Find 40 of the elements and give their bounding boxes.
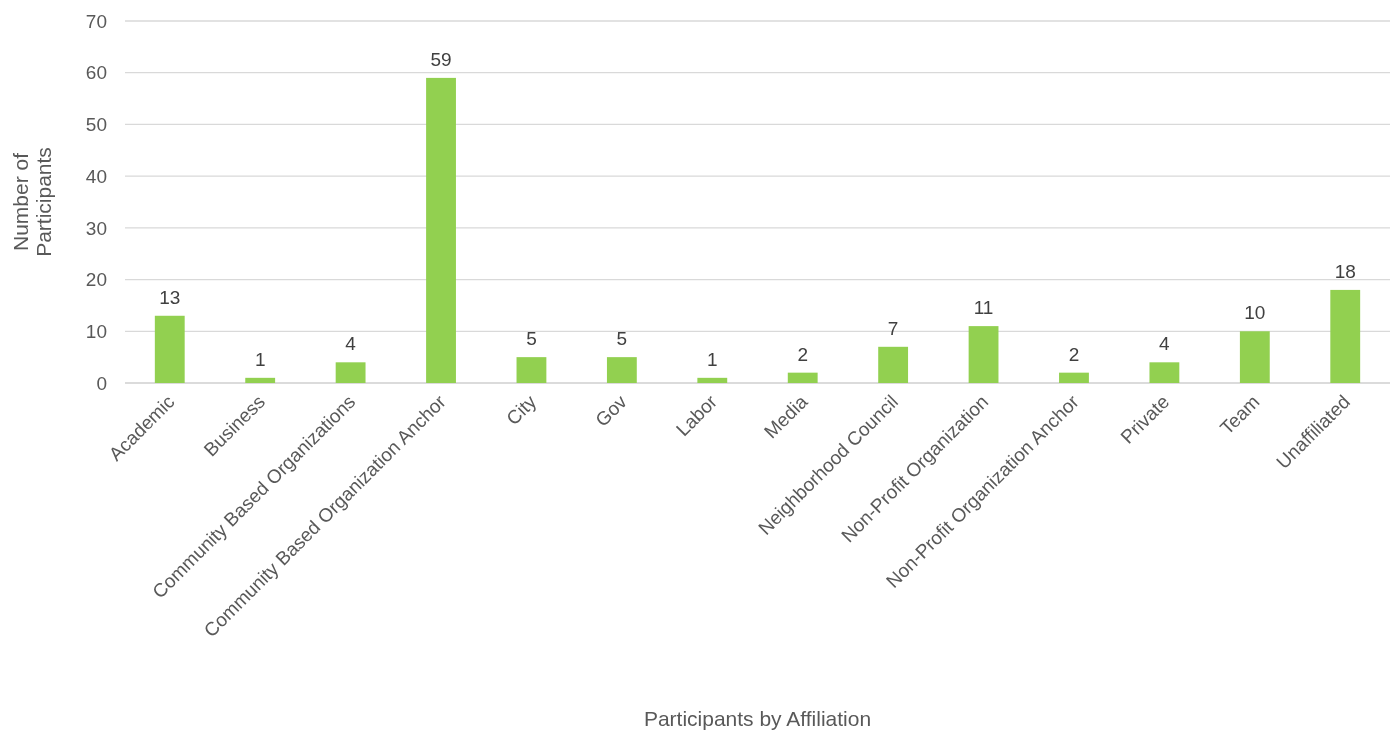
data-label: 2 — [1068, 343, 1080, 365]
y-tick-label: 10 — [85, 320, 107, 342]
data-label: 13 — [159, 286, 181, 308]
data-label: 4 — [345, 333, 357, 355]
data-label: 18 — [1334, 260, 1356, 282]
data-label: 5 — [526, 328, 537, 350]
data-label: 7 — [887, 317, 899, 339]
bar — [968, 326, 999, 383]
data-label: 1 — [707, 348, 718, 370]
y-tick-label: 0 — [96, 372, 107, 394]
bar — [787, 372, 818, 383]
bar — [606, 357, 637, 383]
bar — [1330, 289, 1361, 383]
y-tick-label: 20 — [85, 269, 107, 291]
y-axis-title: Number of Participants — [8, 147, 55, 257]
bar — [1239, 331, 1270, 383]
bar — [1149, 362, 1180, 383]
data-label: 1 — [254, 348, 266, 370]
bar — [878, 346, 909, 383]
data-label: 59 — [430, 48, 452, 70]
data-label: 5 — [616, 328, 628, 350]
data-label: 11 — [973, 297, 994, 319]
x-tick-label: City — [502, 390, 541, 429]
data-label: 10 — [1244, 302, 1266, 324]
bar — [1059, 372, 1089, 383]
bar — [426, 77, 456, 383]
y-tick-label: 30 — [85, 217, 107, 239]
y-tick-label: 60 — [85, 62, 107, 84]
x-axis-title: Participants by Affiliation — [643, 707, 872, 730]
bar — [154, 315, 185, 383]
y-tick-label: 70 — [85, 10, 107, 32]
data-label: 2 — [797, 343, 808, 365]
x-tick-label: Gov — [591, 390, 632, 431]
y-tick-label: 40 — [85, 165, 107, 187]
bar — [245, 377, 276, 383]
data-label: 4 — [1159, 333, 1171, 355]
bar — [335, 362, 366, 383]
y-tick-label: 50 — [85, 114, 107, 136]
bar — [697, 377, 728, 383]
bar — [516, 357, 547, 383]
